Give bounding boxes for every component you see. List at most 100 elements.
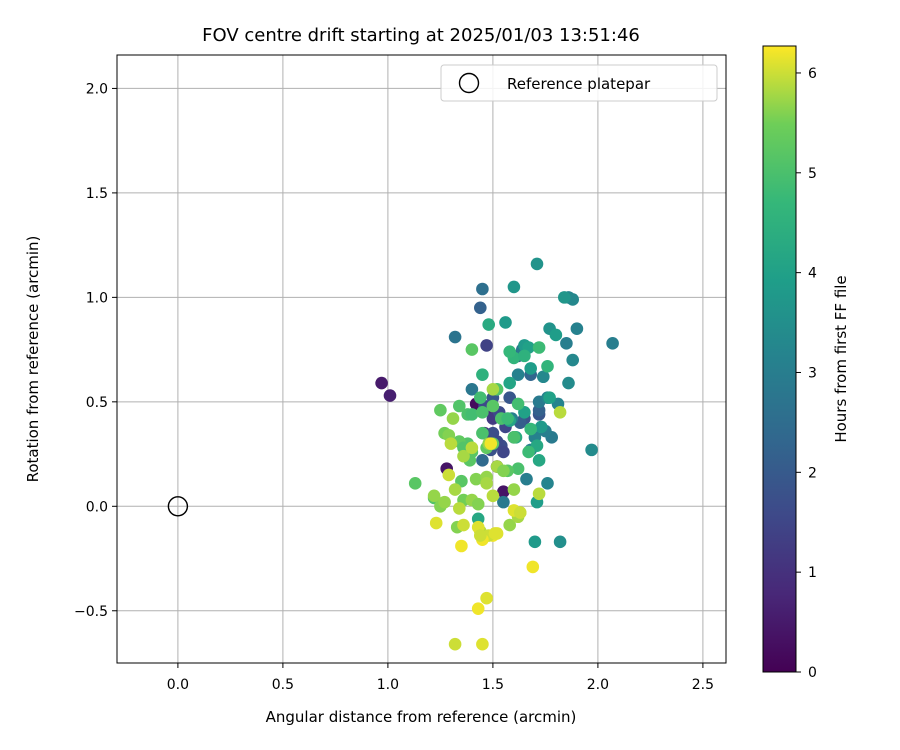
scatter-point [471, 497, 485, 511]
scatter-point [442, 468, 456, 482]
colorbar: 0 1 2 3 4 5 6 Hours from first FF file [762, 45, 850, 681]
scatter-point [503, 376, 516, 390]
scatter-point [532, 454, 546, 467]
scatter-point [537, 370, 550, 384]
scatter-point [549, 328, 563, 342]
scatter-point [453, 502, 466, 515]
scatter-point [383, 389, 397, 402]
scatter-point [497, 464, 510, 478]
scatter-point [476, 426, 489, 440]
legend-label: Reference platepar [507, 75, 651, 93]
grid-lines [117, 55, 726, 663]
scatter-point [474, 391, 487, 404]
colorbar-tick-label: 4 [808, 266, 817, 282]
x-tick-label: 1.0 [377, 677, 399, 693]
scatter-point [553, 535, 567, 549]
scatter-point [375, 376, 388, 390]
scatter-point [476, 368, 489, 381]
colorbar-label: Hours from first FF file [832, 275, 850, 442]
scatter-point [448, 330, 462, 344]
scatter-point [520, 472, 533, 486]
scatter-point [532, 341, 546, 354]
scatter-point [528, 535, 542, 549]
scatter-point [486, 399, 500, 413]
scatter-point [507, 483, 521, 496]
scatter-point [499, 316, 512, 329]
scatter-point [518, 349, 531, 363]
scatter-point [465, 382, 479, 396]
scatter-point [469, 472, 483, 486]
plot-frame [116, 54, 727, 664]
colorbar-tick-label: 6 [808, 66, 817, 82]
legend-box [440, 64, 718, 102]
scatter-point [474, 301, 487, 315]
scatter-point [524, 422, 537, 436]
scatter-point [457, 449, 470, 463]
scatter-point [534, 420, 548, 434]
scatter-point [438, 495, 451, 509]
scatter-point [446, 412, 460, 425]
y-tick-label: 0.5 [86, 395, 108, 411]
colorbar-tick-label: 1 [808, 565, 817, 581]
x-tick-label: 0.5 [272, 677, 294, 693]
scatter-point [476, 282, 489, 296]
scatter-point [444, 437, 458, 450]
scatter-point [558, 291, 571, 304]
colorbar-ticks: 0 1 2 3 4 5 6 [796, 66, 817, 681]
scatter-point [530, 257, 544, 271]
scatter-point [566, 353, 579, 367]
scatter-point [480, 477, 493, 490]
colorbar-tick-label: 2 [808, 465, 817, 481]
y-axis-label: Rotation from reference (arcmin) [24, 236, 42, 483]
scatter-point [429, 516, 443, 530]
y-axis-ticks: −0.5 0.0 0.5 1.0 1.5 2.0 [74, 81, 117, 620]
scatter-point [474, 529, 487, 542]
scatter-point [482, 318, 496, 331]
legend: Reference platepar [440, 64, 718, 102]
x-axis-ticks: 0.0 0.5 1.0 1.5 2.0 2.5 [167, 663, 714, 693]
scatter-point [543, 391, 556, 404]
scatter-point [476, 454, 489, 467]
legend-marker-open-circle [458, 72, 480, 94]
scatter-point [486, 382, 500, 396]
scatter-point [541, 477, 554, 490]
colorbar-tick-label: 3 [808, 365, 817, 381]
x-tick-label: 2.5 [692, 677, 714, 693]
scatter-point [434, 403, 447, 417]
scatter-point [511, 462, 525, 475]
scatter-point [476, 405, 489, 419]
y-tick-label: 1.5 [86, 186, 108, 202]
scatter-point [501, 412, 514, 425]
scatter-point [511, 368, 525, 381]
scatter-point [408, 477, 422, 490]
scatter-point [490, 527, 504, 540]
x-tick-label: 2.0 [587, 677, 609, 693]
scatter-point [507, 431, 521, 444]
scatter-point [497, 495, 510, 509]
scatter-point [503, 518, 516, 532]
scatter-point [511, 397, 525, 411]
scatter-point [448, 483, 462, 496]
scatter-point [553, 405, 567, 419]
scatter-point [560, 337, 573, 350]
y-tick-label: −0.5 [74, 604, 108, 620]
scatter-point [471, 602, 485, 615]
y-tick-label: 0.0 [86, 499, 108, 515]
x-axis-label: Angular distance from reference (arcmin) [266, 708, 577, 726]
colorbar-tick-label: 5 [808, 166, 817, 182]
y-tick-label: 2.0 [86, 81, 108, 97]
scatter-point [532, 487, 546, 501]
scatter-point [486, 489, 500, 503]
scatter-point [455, 539, 468, 553]
x-tick-label: 1.5 [482, 677, 504, 693]
y-tick-label: 1.0 [86, 290, 108, 306]
scatter-point [585, 443, 598, 457]
scatter-point [497, 445, 510, 459]
reference-point [167, 496, 189, 517]
scatter-point [457, 518, 470, 532]
scatter-point [507, 280, 521, 294]
scatter-point [484, 437, 498, 450]
scatter-point [562, 376, 575, 390]
scatter-point [465, 408, 479, 421]
